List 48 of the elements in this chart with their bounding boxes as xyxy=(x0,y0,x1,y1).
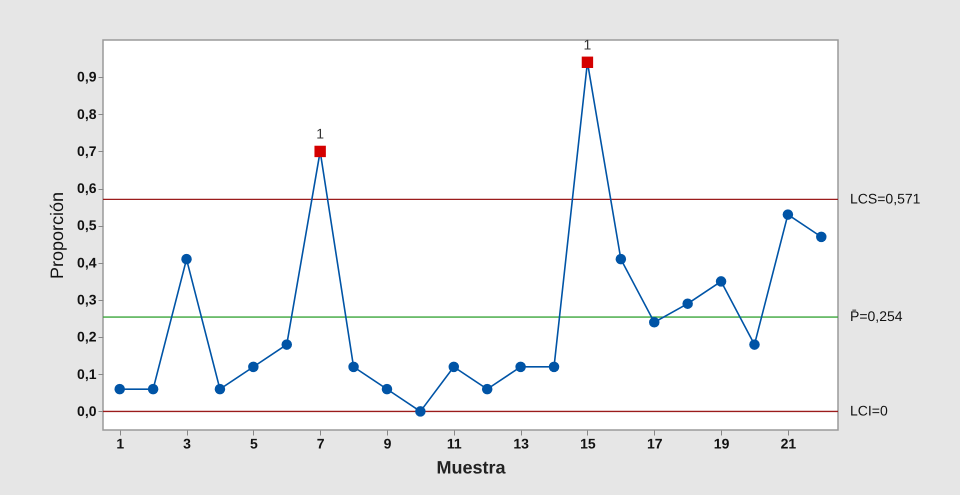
y-tick-label: 0,0 xyxy=(77,402,97,419)
point xyxy=(816,232,827,242)
y-tick-label: 0,2 xyxy=(77,328,97,345)
point xyxy=(148,384,158,394)
y-tick-label: 0,9 xyxy=(77,68,97,85)
x-tick-label: 15 xyxy=(580,436,596,452)
point xyxy=(214,384,226,394)
point xyxy=(616,254,626,264)
x-tick-label: 17 xyxy=(646,436,663,452)
point xyxy=(649,317,660,328)
x-tick-label: 13 xyxy=(513,436,530,452)
x-tick-label: 19 xyxy=(714,436,730,452)
annotation: 1 xyxy=(316,125,324,142)
point xyxy=(282,339,292,350)
point xyxy=(448,362,460,372)
point xyxy=(348,362,359,372)
point xyxy=(782,209,794,220)
y-tick-label: 0,3 xyxy=(77,292,97,308)
point xyxy=(749,339,760,350)
y-axis-title: Proporción xyxy=(47,192,68,280)
ref-line-label: LCS=0,571 xyxy=(850,190,921,206)
y-tick-label: 0,8 xyxy=(77,106,97,122)
y-tick-label: 0,4 xyxy=(77,254,97,270)
point xyxy=(382,384,392,394)
x-tick-label: 7 xyxy=(316,436,325,452)
x-tick-label: 3 xyxy=(183,436,192,452)
y-tick-label: 0,1 xyxy=(77,366,97,382)
y-tick-label: 0,6 xyxy=(77,180,97,196)
ref-line-label: LCI=0 xyxy=(850,402,888,418)
x-axis-title: Muestra xyxy=(436,458,506,478)
y-tick-label: 0,7 xyxy=(77,142,97,159)
point xyxy=(415,406,426,417)
point xyxy=(248,362,259,372)
point xyxy=(682,298,693,309)
point xyxy=(515,362,526,372)
x-tick-label: 9 xyxy=(384,436,392,452)
x-tick-label: 1 xyxy=(116,436,124,452)
ref-line-label: P̄=0,254 xyxy=(850,308,903,324)
x-tick-label: 5 xyxy=(250,436,258,452)
annotation: 1 xyxy=(584,36,592,52)
point xyxy=(114,384,125,394)
point xyxy=(482,384,492,394)
point xyxy=(548,362,560,372)
x-tick-label: 21 xyxy=(780,436,796,452)
point xyxy=(181,254,192,264)
y-tick-label: 0,5 xyxy=(77,217,97,234)
point xyxy=(716,276,726,287)
x-tick-label: 11 xyxy=(446,436,462,452)
